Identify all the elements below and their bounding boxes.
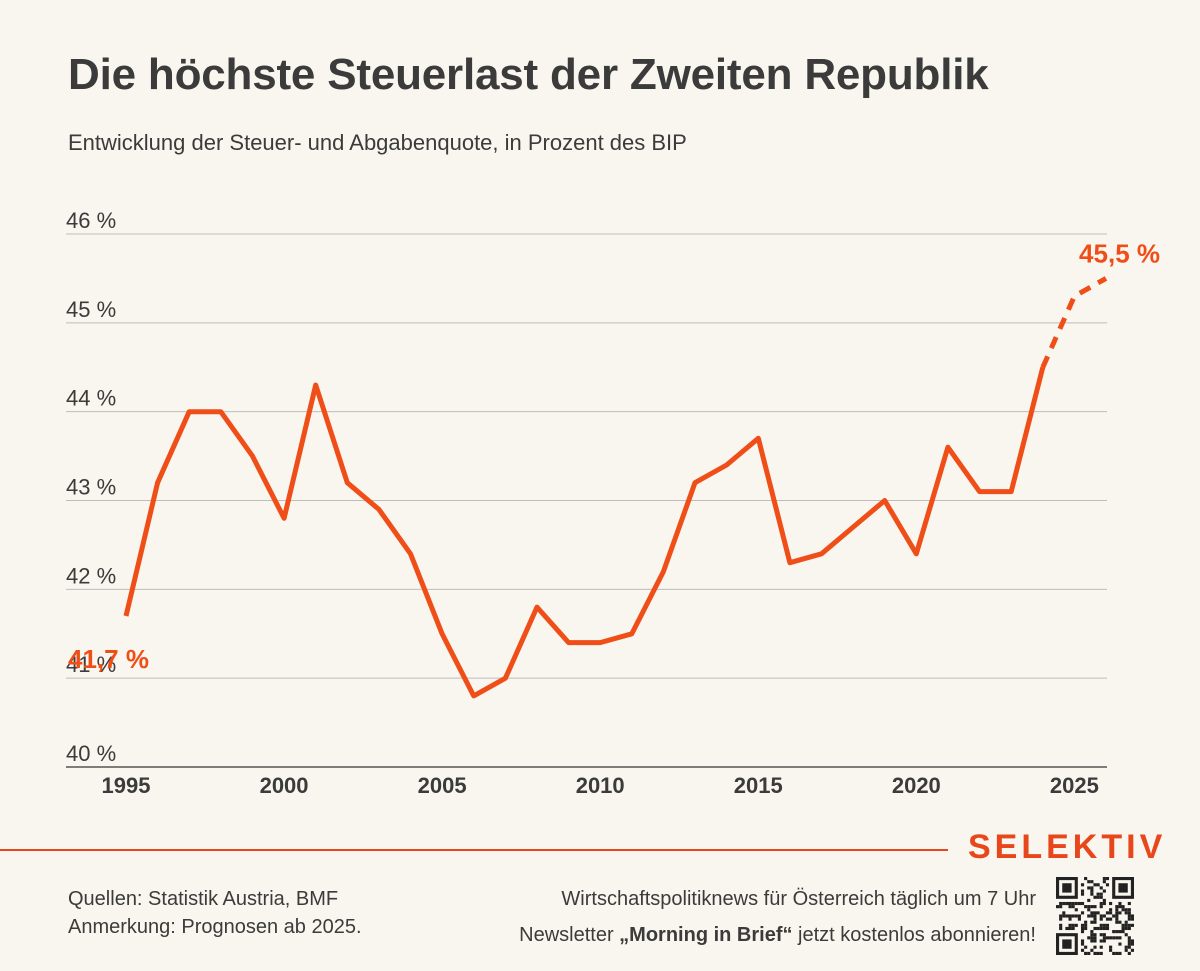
footer-divider	[0, 849, 948, 851]
line-chart: 40 % 41 % 42 % 43 % 44 % 45 % 46 % 1995 2000 200…	[66, 208, 1160, 798]
x-tick-label: 2010	[576, 773, 625, 798]
series-line	[123, 366, 1046, 699]
y-tick-label: 46 %	[66, 208, 116, 233]
sources-text: Quellen: Statistik Austria, BMF	[68, 888, 339, 910]
x-tick-label: 2020	[892, 773, 941, 798]
series-layer	[123, 276, 1108, 699]
brand-logo: SELEKTIV	[968, 828, 1167, 866]
y-tick-label: 42 %	[66, 563, 116, 588]
y-tick-label: 41 %	[66, 652, 116, 677]
y-tick-label: 43 %	[66, 475, 116, 500]
x-tick-label: 2000	[260, 773, 309, 798]
annotation-layer: 41,7 % 45,5 %	[68, 238, 1160, 674]
y-tick-label: 45 %	[66, 297, 116, 322]
end-value-label: 45,5 %	[1079, 238, 1160, 268]
promo-line-2[interactable]: Newsletter „Morning in Brief“ jetzt kost…	[519, 924, 1036, 947]
forecast-series-line	[1040, 276, 1108, 369]
grid-layer	[66, 233, 1107, 768]
promo-line-2-post: jetzt kostenlos abonnieren!	[792, 924, 1036, 946]
x-tick-label: 1995	[102, 773, 151, 798]
y-tick-label: 40 %	[66, 741, 116, 766]
qr-code-icon[interactable]	[1056, 877, 1134, 955]
x-tick-label: 2015	[734, 773, 783, 798]
start-value-label: 41,7 %	[68, 644, 149, 674]
note-text: Anmerkung: Prognosen ab 2025.	[68, 916, 362, 938]
newsletter-name[interactable]: „Morning in Brief“	[619, 924, 793, 946]
x-axis-tick-labels: 1995 2000 2005 2010 2015 2020 2025	[102, 773, 1099, 798]
chart-subtitle: Entwicklung der Steuer- und Abgabenquote…	[68, 130, 687, 155]
x-tick-label: 2025	[1050, 773, 1099, 798]
chart-title: Die höchste Steuerlast der Zweiten Repub…	[68, 50, 989, 99]
promo-line-1: Wirtschaftspolitiknews für Österreich tä…	[561, 888, 1036, 910]
y-axis-tick-labels: 40 % 41 % 42 % 43 % 44 % 45 % 46 %	[66, 208, 116, 766]
promo-line-2-pre: Newsletter	[519, 924, 620, 946]
x-tick-label: 2005	[418, 773, 467, 798]
y-tick-label: 44 %	[66, 386, 116, 411]
